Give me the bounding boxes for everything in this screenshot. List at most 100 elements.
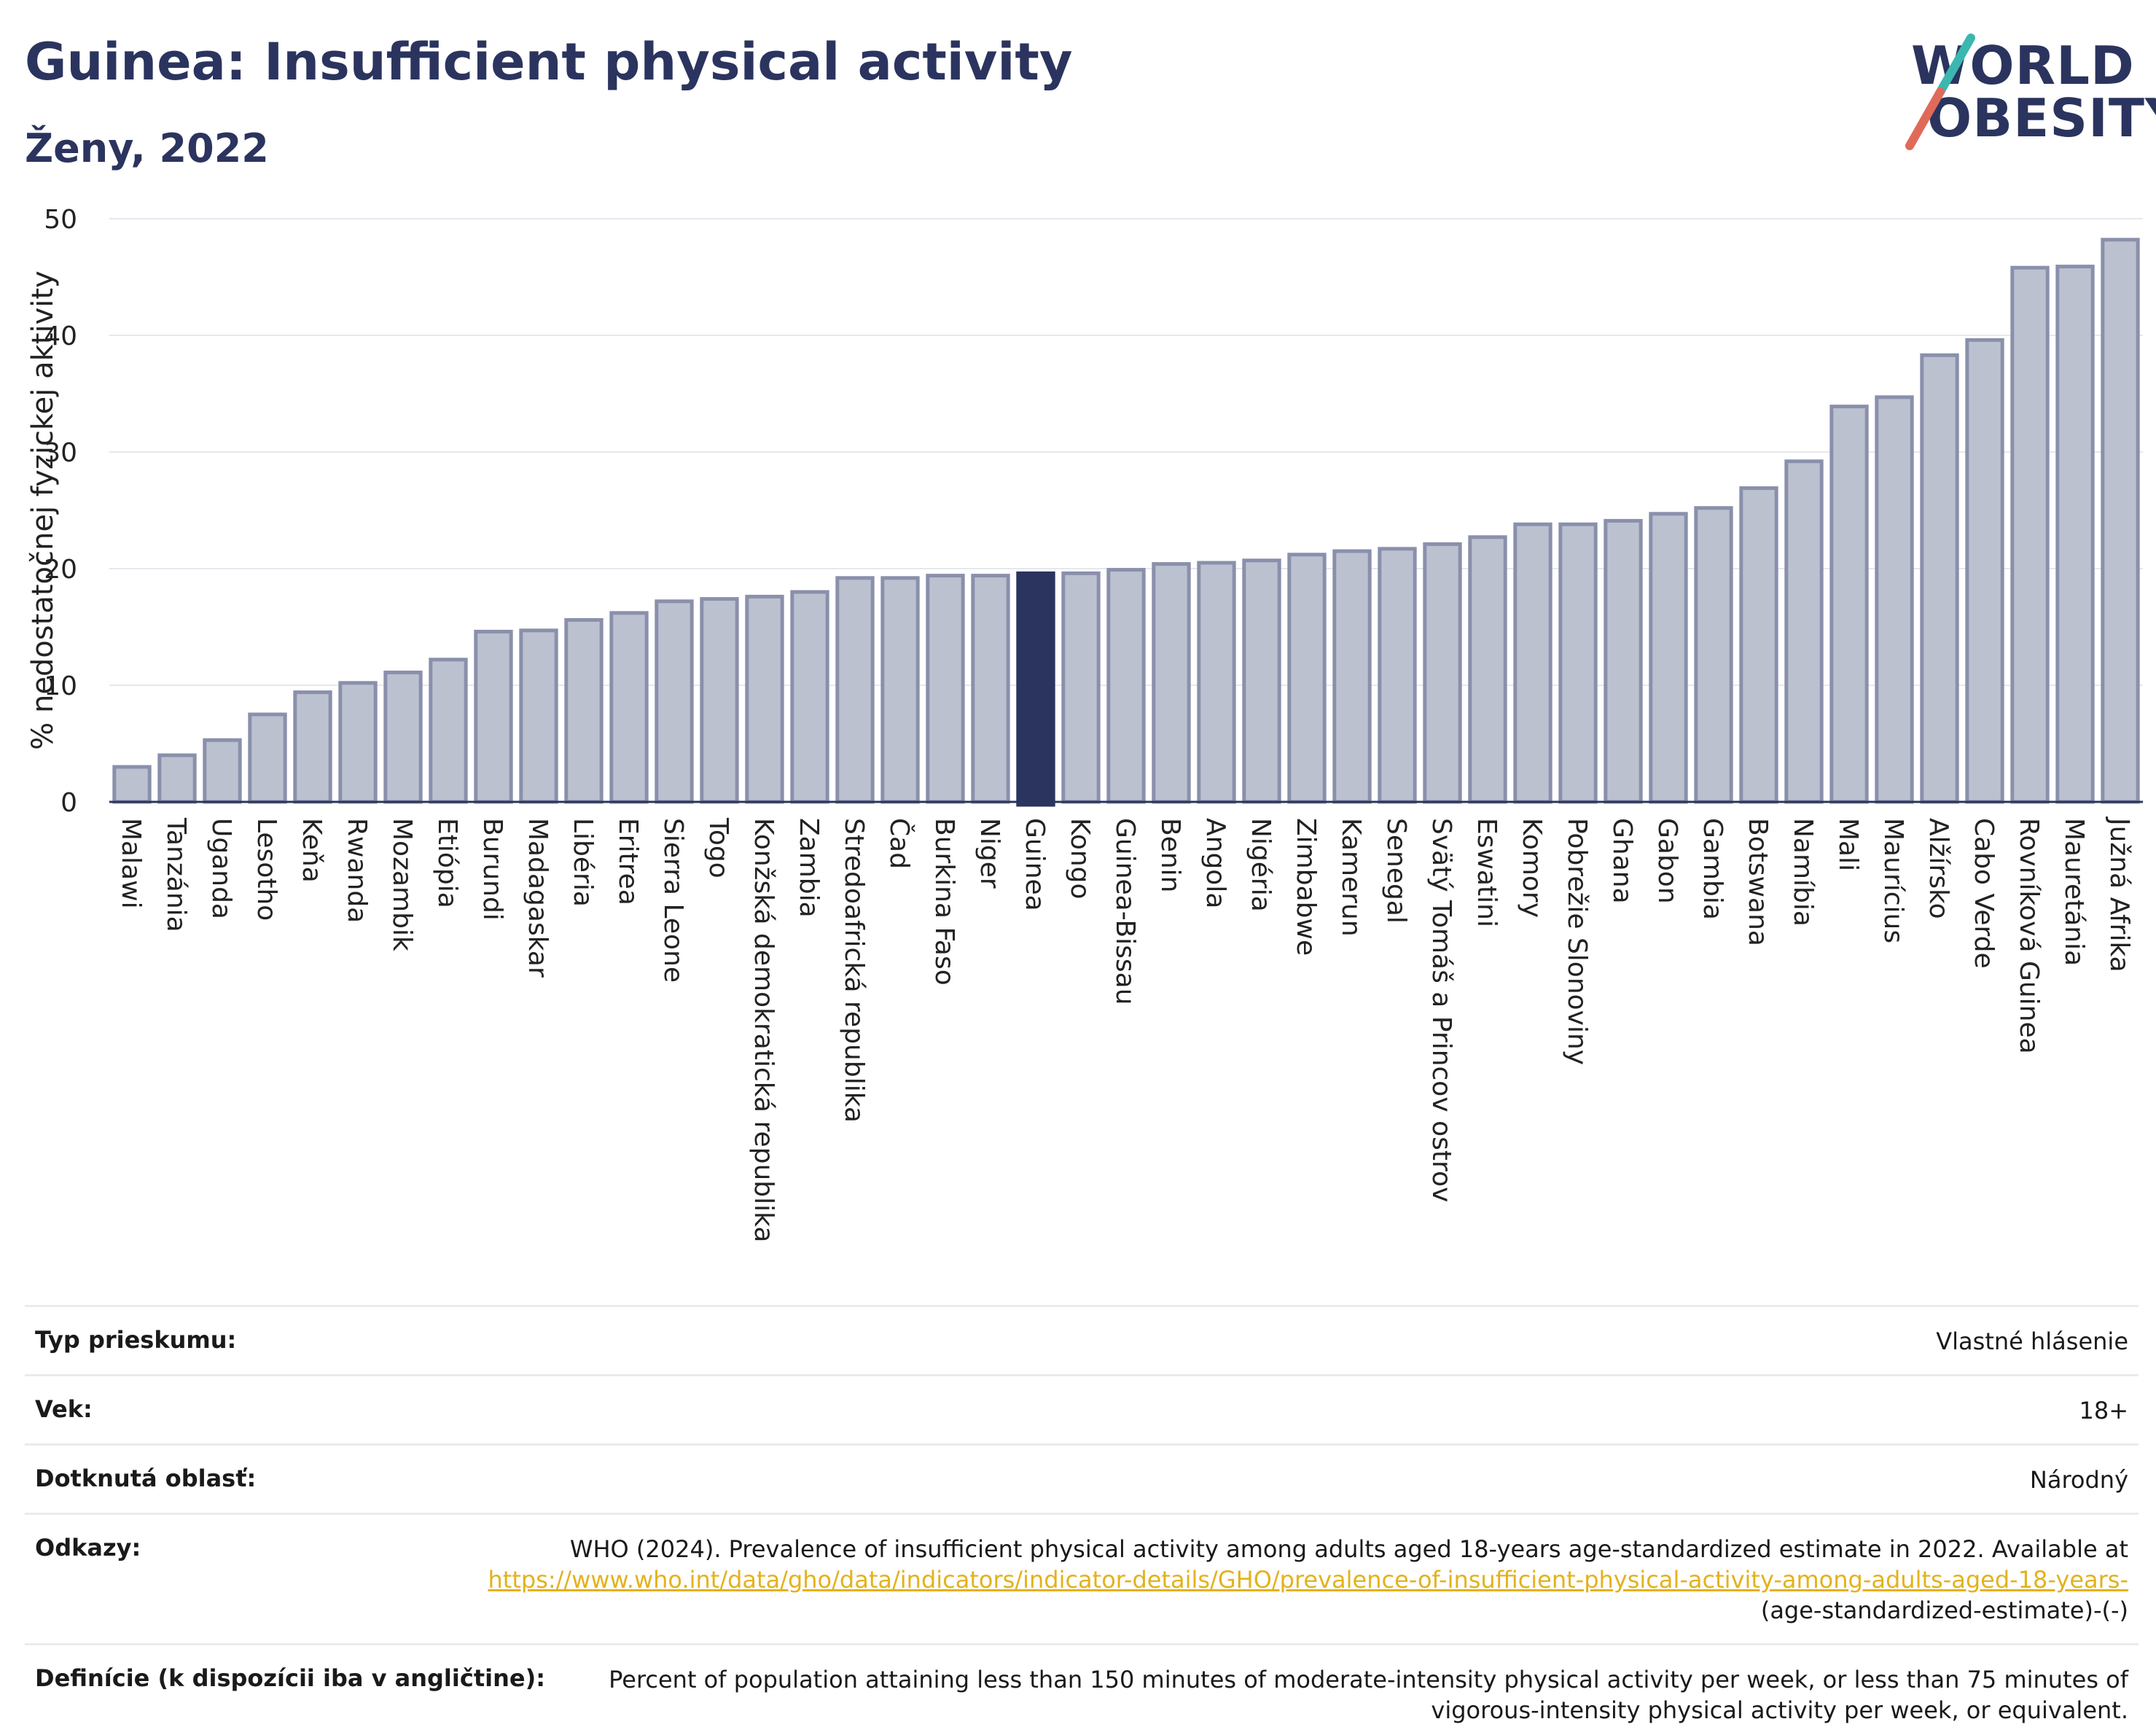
x-tick-label: Zimbabwe xyxy=(1291,818,1321,956)
x-tick-label: Rovníková Guinea xyxy=(2014,818,2044,1054)
y-tick-label: 20 xyxy=(44,555,77,585)
y-tick-label: 30 xyxy=(44,438,77,468)
x-tick-label: Maurícius xyxy=(1878,818,1908,943)
bar xyxy=(1649,512,1688,804)
x-tick-label: Alžírsko xyxy=(1923,818,1953,919)
bar xyxy=(1784,459,1824,804)
bar xyxy=(1197,561,1236,804)
x-tick-label: Uganda xyxy=(206,818,236,919)
bar xyxy=(1332,549,1372,804)
references-text: WHO (2024). Prevalence of insufficient p… xyxy=(569,1535,2128,1563)
references-tail: (age-standardized-estimate)-(-) xyxy=(1760,1596,2128,1624)
x-tick-label: Gabon xyxy=(1652,818,1682,904)
x-tick-label: Namíbia xyxy=(1788,818,1818,927)
bar xyxy=(2055,265,2095,804)
chart-title: Guinea: Insufficient physical activity xyxy=(25,32,1073,92)
bar xyxy=(1287,553,1327,804)
x-tick-label: Angola xyxy=(1200,818,1230,908)
bar xyxy=(1875,395,1914,804)
bar xyxy=(248,712,287,804)
y-tick-label: 10 xyxy=(44,671,77,701)
x-tick-label: Libéria xyxy=(568,818,598,907)
references-label: Odkazy: xyxy=(35,1534,141,1562)
x-tick-label: Mali xyxy=(1833,818,1863,871)
age-label: Vek: xyxy=(35,1395,93,1423)
bar xyxy=(609,611,649,804)
bar xyxy=(1423,542,1462,804)
x-tick-label: Tanzánia xyxy=(161,817,191,932)
x-tick-label: Eritrea xyxy=(613,818,643,905)
x-tick-label: Malawi xyxy=(116,818,146,909)
bar xyxy=(293,690,332,804)
x-tick-label: Kamerun xyxy=(1336,818,1366,937)
x-tick-label: Burundi xyxy=(477,818,507,921)
bar xyxy=(1016,571,1055,807)
bar xyxy=(157,753,197,804)
x-tick-label: Svätý Tomáš a Princov ostrov xyxy=(1426,818,1456,1202)
bar xyxy=(971,574,1010,804)
x-tick-label: Cabo Verde xyxy=(1969,818,1999,969)
y-tick-label: 40 xyxy=(44,321,77,351)
survey-value: Vlastné hlásenie xyxy=(1936,1327,2128,1355)
bar xyxy=(383,670,423,804)
bar xyxy=(2101,238,2140,804)
chart-subtitle: Ženy, 2022 xyxy=(25,125,269,171)
survey-label: Typ prieskumu: xyxy=(35,1326,237,1354)
y-tick-label: 50 xyxy=(44,205,77,235)
age-value: 18+ xyxy=(2079,1397,2128,1424)
x-tick-label: Togo xyxy=(703,817,733,878)
bar xyxy=(1468,535,1507,804)
x-tick-label: Benin xyxy=(1155,818,1185,892)
area-label: Dotknutá oblasť: xyxy=(35,1465,257,1492)
x-tick-label: Konžská demokratická republika xyxy=(749,818,778,1242)
x-tick-label: Ghana xyxy=(1607,818,1637,904)
meta-row-area: Dotknutá oblasť: Národný xyxy=(25,1443,2139,1513)
x-tick-label: Nigéria xyxy=(1246,818,1276,912)
bar xyxy=(519,628,558,804)
x-tick-label: Keňa xyxy=(297,818,327,883)
area-value: Národný xyxy=(2029,1466,2128,1494)
x-tick-label: Stredoafrická republika xyxy=(839,818,869,1123)
y-axis-label: % nedostatočnej fyzickej aktivity xyxy=(26,270,60,749)
bar xyxy=(1829,405,1869,804)
x-tick-label: Gambia xyxy=(1698,818,1727,920)
bar xyxy=(564,617,604,804)
logo-word-2: OBESITY xyxy=(1927,87,2156,149)
x-tick-label: Pobrežie Slonoviny xyxy=(1562,818,1592,1065)
bar xyxy=(926,574,965,804)
bar xyxy=(1920,353,1959,804)
bar xyxy=(835,576,875,804)
x-tick-label: Južná Afrika xyxy=(2104,816,2134,972)
x-tick-label: Mozambik xyxy=(387,818,417,951)
bar xyxy=(790,590,829,804)
bar xyxy=(1513,522,1552,804)
x-tick-label: Etiópia xyxy=(432,818,462,908)
references-value: WHO (2024). Prevalence of insufficient p… xyxy=(452,1534,2129,1626)
metadata-table: Typ prieskumu: Vlastné hlásenie Vek: 18+… xyxy=(25,1305,2139,1735)
x-tick-label: Čad xyxy=(884,818,915,869)
bar xyxy=(1106,568,1146,804)
bar xyxy=(1739,486,1778,804)
bar-chart: 0 10 20 30 40 50 % nedostatočnej fyzickej akti… xyxy=(26,205,2143,1242)
definition-value: Percent of population attaining less tha… xyxy=(609,1666,2128,1724)
bar xyxy=(2010,265,2050,804)
meta-row-definition: Definície (k dispozícii iba v angličtine… xyxy=(25,1643,2139,1735)
x-tick-label: Guinea xyxy=(1020,818,1050,911)
x-tick-label: Botswana xyxy=(1743,818,1773,946)
x-tick-label: Burkina Faso xyxy=(929,818,959,986)
bar xyxy=(429,658,468,804)
x-tick-label: Madagaskar xyxy=(523,818,552,978)
bar xyxy=(880,576,920,804)
bar xyxy=(1242,558,1281,804)
bar xyxy=(1378,547,1417,804)
bar xyxy=(203,738,242,804)
logo-slash-icon xyxy=(1905,34,1975,150)
bar xyxy=(1061,571,1101,804)
bar xyxy=(700,597,739,804)
meta-row-age: Vek: 18+ xyxy=(25,1374,2139,1443)
references-link[interactable]: https://www.who.int/data/gho/data/indica… xyxy=(488,1566,2129,1594)
bar xyxy=(1152,562,1191,804)
bar xyxy=(338,681,378,804)
x-tick-label: Guinea-Bissau xyxy=(1110,818,1140,1005)
x-tick-label: Lesotho xyxy=(251,818,281,921)
